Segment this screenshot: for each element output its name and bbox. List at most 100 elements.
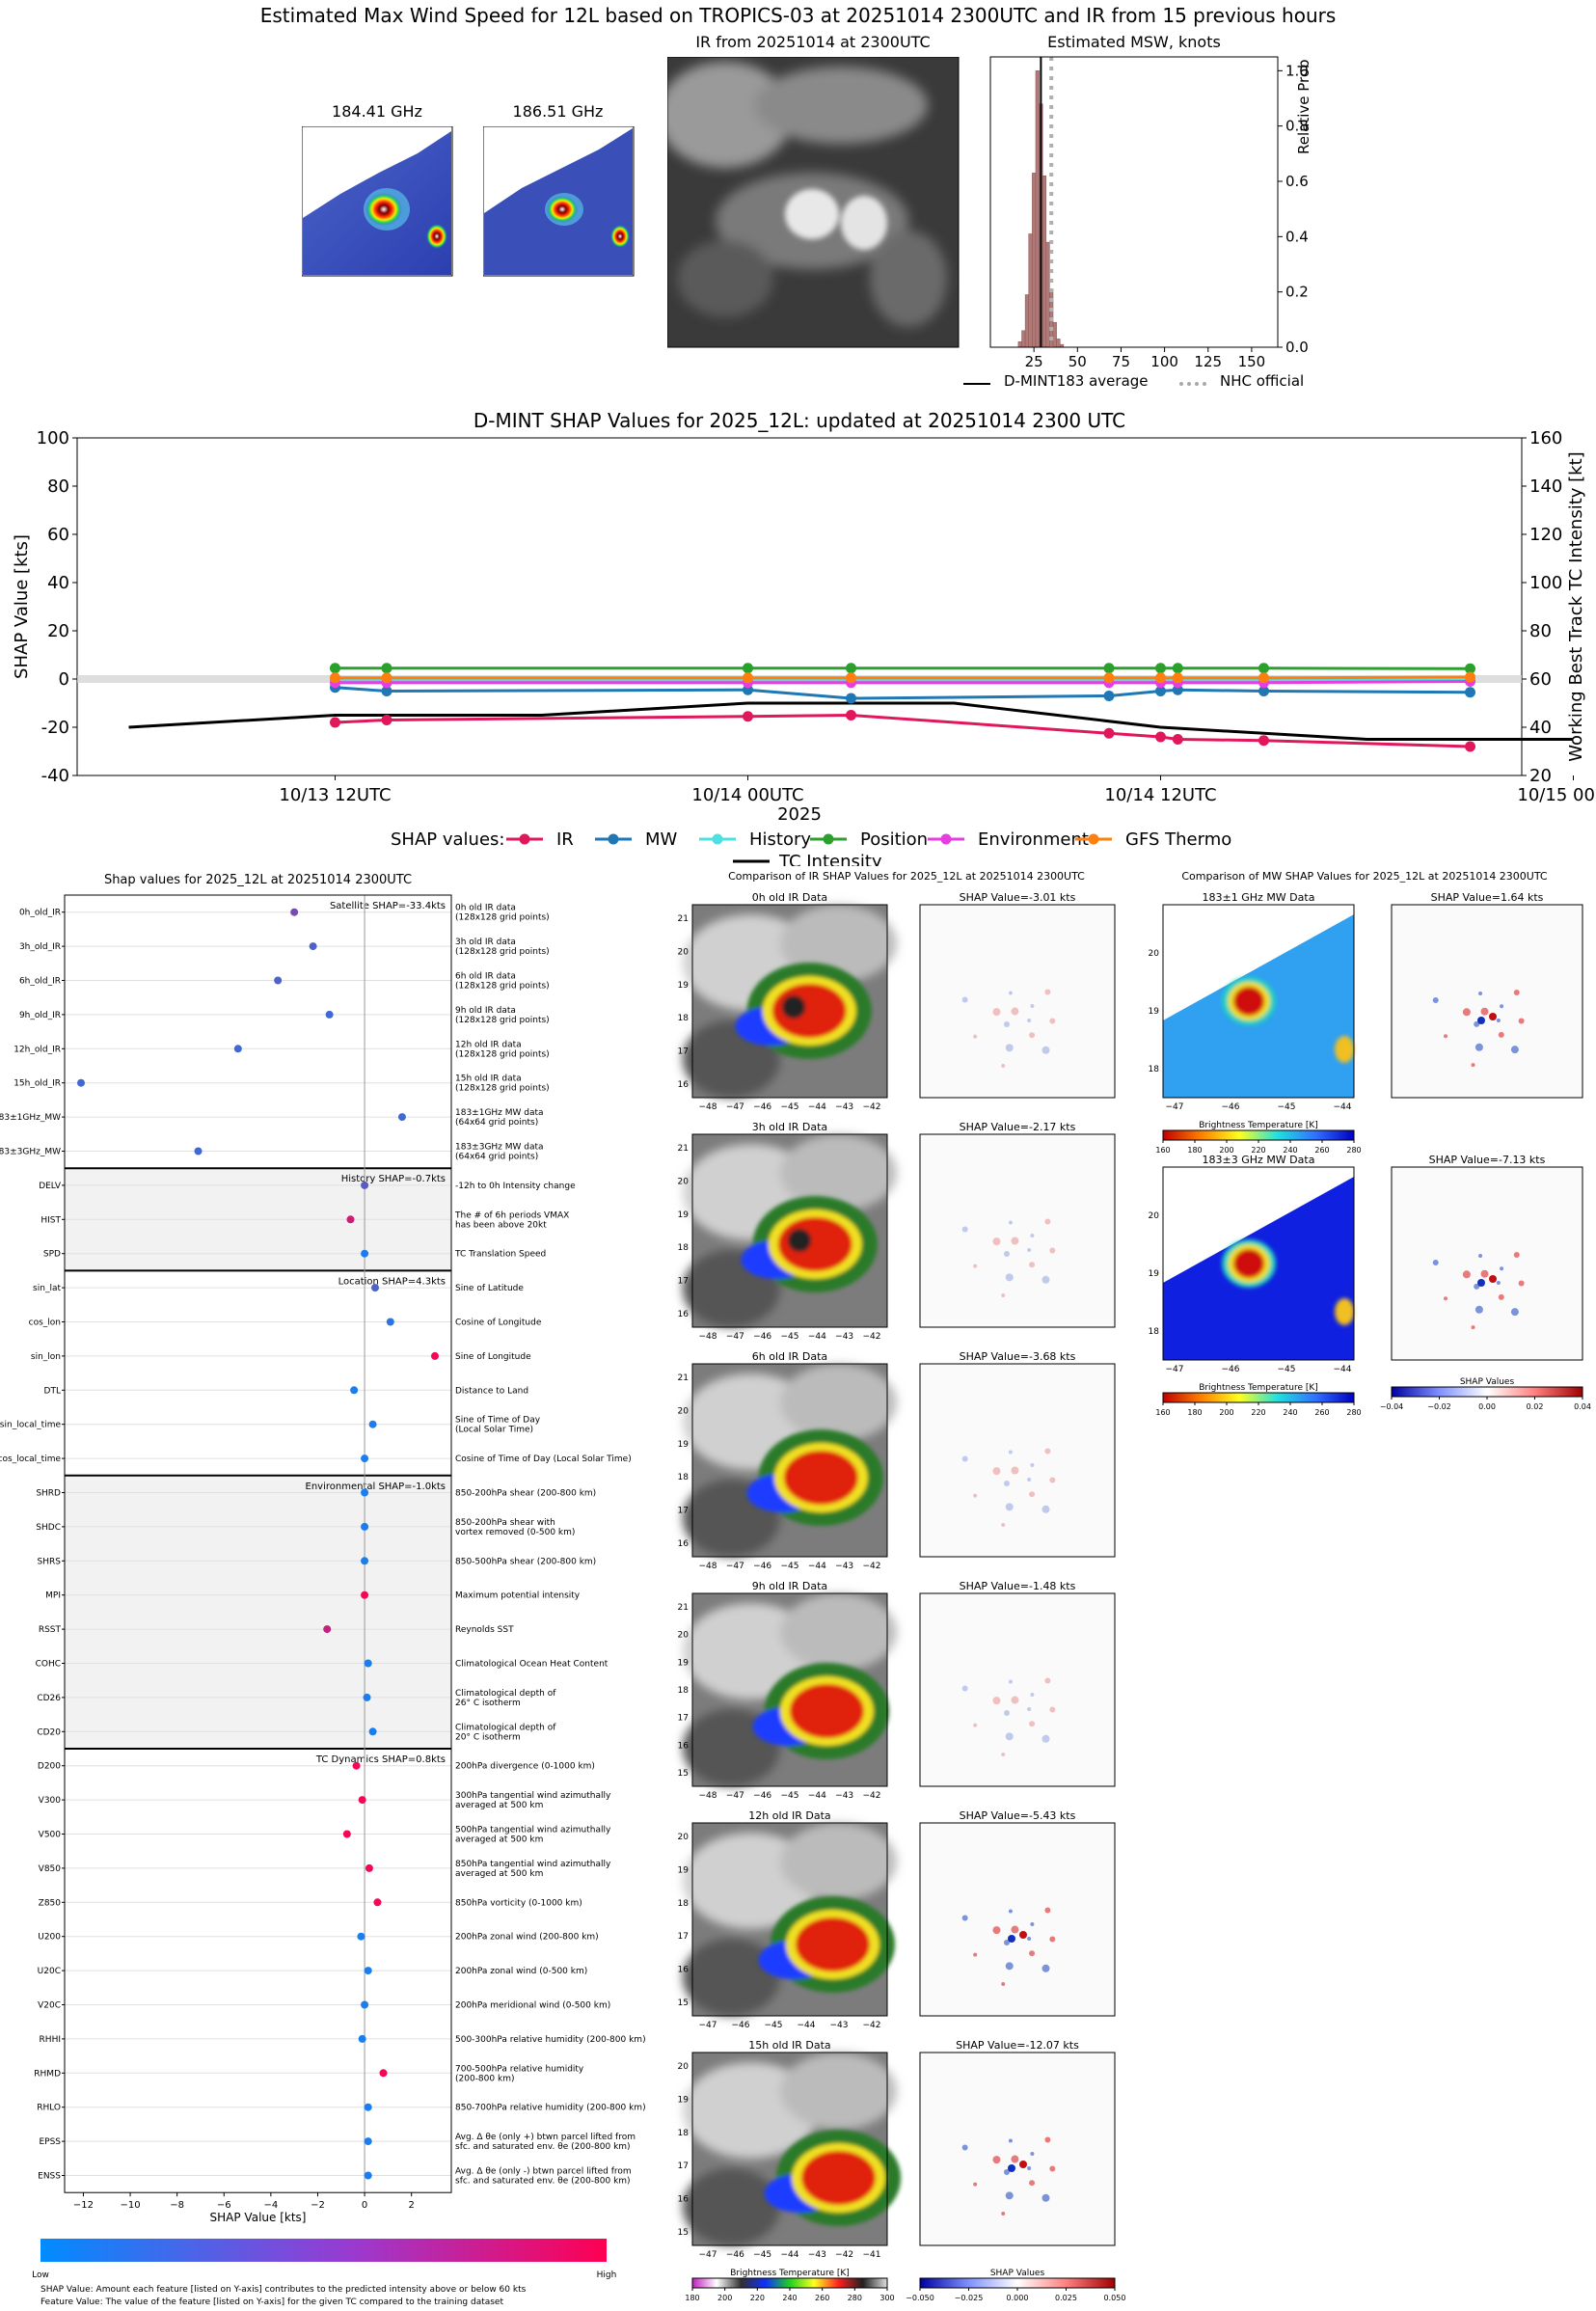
feat-point [364,1967,372,1975]
ts-point-ir [743,711,753,722]
shap-panel [919,1822,1116,2017]
ir-data-title: 15h old IR Data [748,2039,830,2052]
ir-xtick-label: −44 [781,2250,799,2260]
shap-blob [1005,1732,1014,1741]
shap-panel [919,1592,1116,1787]
feat-xtick-label: −2 [311,2200,325,2211]
shap-blob [1474,1305,1483,1314]
ir-ytick-label: 19 [678,1440,690,1450]
feat-point [361,2000,369,2009]
mw-panel-frame [1162,904,1355,1099]
feat-row-desc: 183±3GHz MW data [455,1143,544,1153]
cloud [779,1134,898,1211]
feat-xtick-label: −8 [170,2200,184,2211]
shap-blob [1498,1293,1504,1300]
feat-row-desc: averaged at 500 km [455,1835,543,1845]
ts-legend-marker [940,833,952,845]
feat-row-desc: 300hPa tangential wind azimuthally [455,1791,611,1801]
feat-row-name: SHRS [38,1557,62,1566]
shap-blob [1027,1019,1032,1022]
feat-row-name: RHHI [40,2035,61,2045]
shap-blob [1011,1925,1019,1934]
feat-point [364,1659,372,1668]
ts-xtick-label: 10/13 12UTC [279,785,391,805]
ir-shap-title: SHAP Value=-1.48 kts [960,1580,1076,1592]
feat-point [352,1761,361,1770]
feat-xtick-label: 2 [408,2200,414,2211]
shap-blob [1513,1252,1520,1259]
ir-xtick-label: −44 [808,1791,826,1801]
mw-side [1335,1036,1355,1063]
ir-xtick-label: −42 [863,1791,881,1801]
hist-ytick-label: 0.4 [1285,228,1309,245]
feat-row-desc: Climatological depth of [455,1723,556,1732]
hist-bar [1056,339,1061,348]
feat-point [361,1249,369,1258]
shap-panel-bg [1391,904,1583,1099]
feat-row-name: ENSS [38,2172,61,2182]
shap-blob [1008,991,1013,995]
shap-blob [1510,1308,1519,1317]
feat-group-label: History SHAP=-0.7kts [341,1174,446,1184]
cbar-tick-label: −0.02 [1427,1402,1451,1411]
hist-xtick-label: 75 [1112,353,1130,370]
cloud [779,1364,898,1441]
mw-data-panel [1162,1166,1355,1361]
ir-ytick-label: 20 [678,1631,690,1641]
feat-row-desc: 3h old IR data [455,938,516,947]
ir-xtick-label: −48 [699,1102,717,1112]
mw-xtick-label: −45 [1278,1102,1296,1112]
ts-legend-label: History [749,829,811,850]
cbar-tick-label: 180 [1187,1146,1202,1155]
feat-point [361,1488,369,1497]
shap-blob [992,2156,1001,2164]
ir-ytick-label: 20 [678,947,690,957]
feat-point [397,1113,406,1122]
feat-row-name: RHMD [34,2069,61,2079]
mw-side [1335,1298,1355,1325]
ir-ytick-label: 20 [678,1406,690,1416]
hist-bar [1052,321,1057,348]
feat-row-desc: 200hPa zonal wind (200-800 km) [455,1933,599,1943]
ts-point-ir [381,715,392,725]
shap-blob [1030,1234,1035,1238]
ir-xtick-label: −47 [726,1102,744,1112]
ir-ytick-label: 20 [678,1833,690,1842]
shap-blob [1019,1931,1027,1939]
ir-shap-title: SHAP Value=-12.07 kts [956,2039,1079,2052]
feat-row-desc: sfc. and saturated env. θe (200-800 km) [455,2142,631,2152]
feat-point [358,2034,366,2043]
feat-group-label: Location SHAP=4.3kts [338,1276,446,1287]
feat-row-name: sin_lon [31,1352,61,1362]
colorbar-high: High [597,2270,617,2280]
feat-row-desc: Sine of Longitude [455,1352,531,1362]
shap-blob [961,1455,968,1462]
conv-red [783,1451,858,1505]
feat-row-desc: (128x128 grid points) [455,1049,550,1059]
shap-blob [1011,2155,1019,2163]
ir-data-title: 12h old IR Data [748,1809,830,1822]
shap-blob [973,1493,978,1498]
ir-ytick-label: 18 [678,1243,690,1253]
ir-xtick-label: −42 [863,1102,881,1112]
feat-row-name: cos_lon [29,1319,61,1328]
shap-blob [973,2182,978,2187]
shap-blob [1001,1523,1006,1528]
feat-row-name: HIST [41,1215,61,1225]
shap-panel [919,1133,1116,1328]
feat-row-desc: TC Translation Speed [454,1250,546,1260]
feat-point [290,908,299,916]
feat-point [233,1045,242,1053]
shap-panel [1391,904,1583,1099]
feat-xtick-label: −12 [73,2200,94,2211]
feat-group-label: TC Dynamics SHAP=0.8kts [315,1754,446,1765]
ts-ytick-right-label: 160 [1529,428,1562,449]
ir-xtick-label: −47 [726,1332,744,1342]
cbar-label: Brightness Temperature [K] [1199,1121,1318,1130]
shap-panel [919,2052,1116,2246]
ts-point-gfs-thermo [1155,672,1166,684]
mw-xtick-label: −45 [1278,1365,1296,1374]
feat-row-desc: (128x128 grid points) [455,947,550,957]
ts-point-position [1172,663,1183,674]
ir-title: IR from 20251014 at 2300UTC [695,33,931,51]
